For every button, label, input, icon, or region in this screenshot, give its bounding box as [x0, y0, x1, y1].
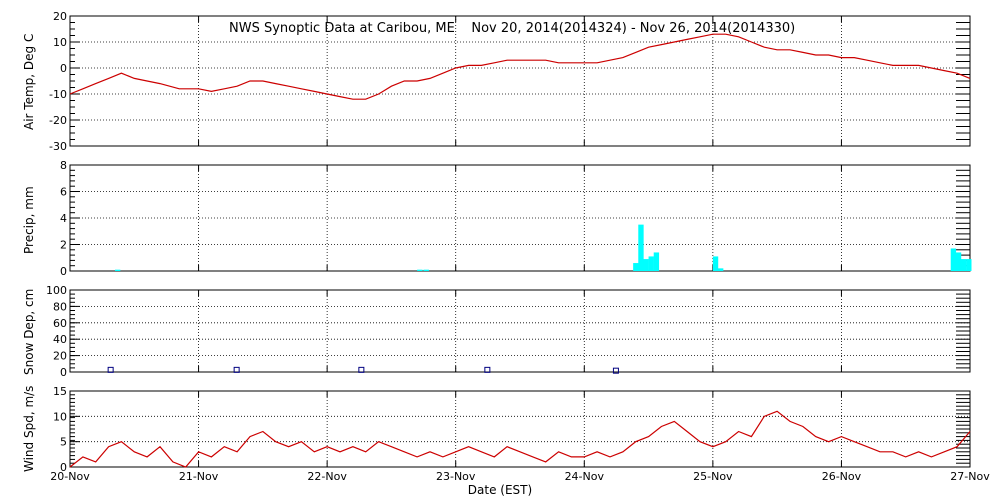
y-tick-label: 40: [53, 333, 67, 346]
panel-frame: [69, 164, 971, 272]
y-tick-label: 20: [53, 350, 67, 363]
y-tick-label: 60: [53, 317, 67, 330]
chart-title: NWS Synoptic Data at Caribou, ME Nov 20,…: [229, 21, 796, 36]
y-tick-label: 0: [60, 366, 67, 379]
panel-frame: [69, 15, 971, 147]
y-tick-label: 4: [60, 212, 67, 225]
air-temp-axis-label: Air Temp, Deg C: [22, 33, 36, 130]
panel-frame: [69, 390, 971, 468]
precip-bar: [115, 269, 121, 271]
snow-depth-marker: [612, 367, 619, 374]
precip-bar: [648, 256, 654, 271]
y-tick-label: 10: [53, 410, 67, 423]
y-tick-label: 15: [53, 385, 67, 398]
snow-depth-marker: [358, 366, 365, 373]
air-temp-line: [69, 33, 971, 100]
snow-depth-marker: [233, 366, 240, 373]
precip-bar: [961, 259, 967, 271]
wind-speed-axis-label: Wind Spd, m/s: [22, 385, 36, 472]
precip-bar: [966, 259, 972, 271]
x-tick-label: 26-Nov: [822, 470, 862, 483]
snow-depth-marker: [484, 366, 491, 373]
snow-depth-axis-label: Snow Dep, cm: [22, 288, 36, 375]
x-axis-label: Date (EST): [467, 483, 533, 497]
y-tick-label: 0: [60, 62, 67, 75]
precip-bar: [718, 268, 724, 271]
x-tick-label: 21-Nov: [179, 470, 219, 483]
precip-axis-label: Precip, mm: [22, 186, 36, 254]
y-tick-label: -10: [49, 88, 67, 101]
x-tick-label: 20-Nov: [50, 470, 90, 483]
y-tick-label: -20: [49, 114, 67, 127]
y-tick-label: 10: [53, 36, 67, 49]
y-tick-label: 6: [60, 186, 67, 199]
y-tick-label: -30: [49, 140, 67, 153]
x-tick-label: 24-Nov: [565, 470, 605, 483]
y-tick-label: 2: [60, 239, 67, 252]
x-tick-label: 25-Nov: [693, 470, 733, 483]
precip-bar: [950, 248, 957, 271]
wind-speed-line: [69, 410, 971, 468]
precip-bar: [955, 252, 962, 271]
panel-frame: [69, 289, 971, 373]
precip-bar: [423, 269, 429, 271]
precip-bar: [643, 259, 649, 271]
precip-bar: [633, 263, 639, 271]
y-tick-label: 20: [53, 10, 67, 23]
y-tick-label: 5: [60, 436, 67, 449]
y-tick-label: 8: [60, 159, 67, 172]
precip-bar: [712, 256, 719, 271]
precip-bar: [653, 252, 660, 271]
x-tick-label: 27-Nov: [950, 470, 990, 483]
precip-bar: [638, 224, 644, 271]
y-tick-label: 80: [53, 300, 67, 313]
snow-depth-marker: [107, 366, 114, 373]
x-tick-label: 22-Nov: [307, 470, 347, 483]
y-tick-label: 0: [60, 265, 67, 278]
y-tick-label: 100: [46, 284, 67, 297]
y-tick-label: 0: [60, 461, 67, 474]
precip-bar: [417, 269, 423, 271]
x-tick-label: 23-Nov: [436, 470, 476, 483]
